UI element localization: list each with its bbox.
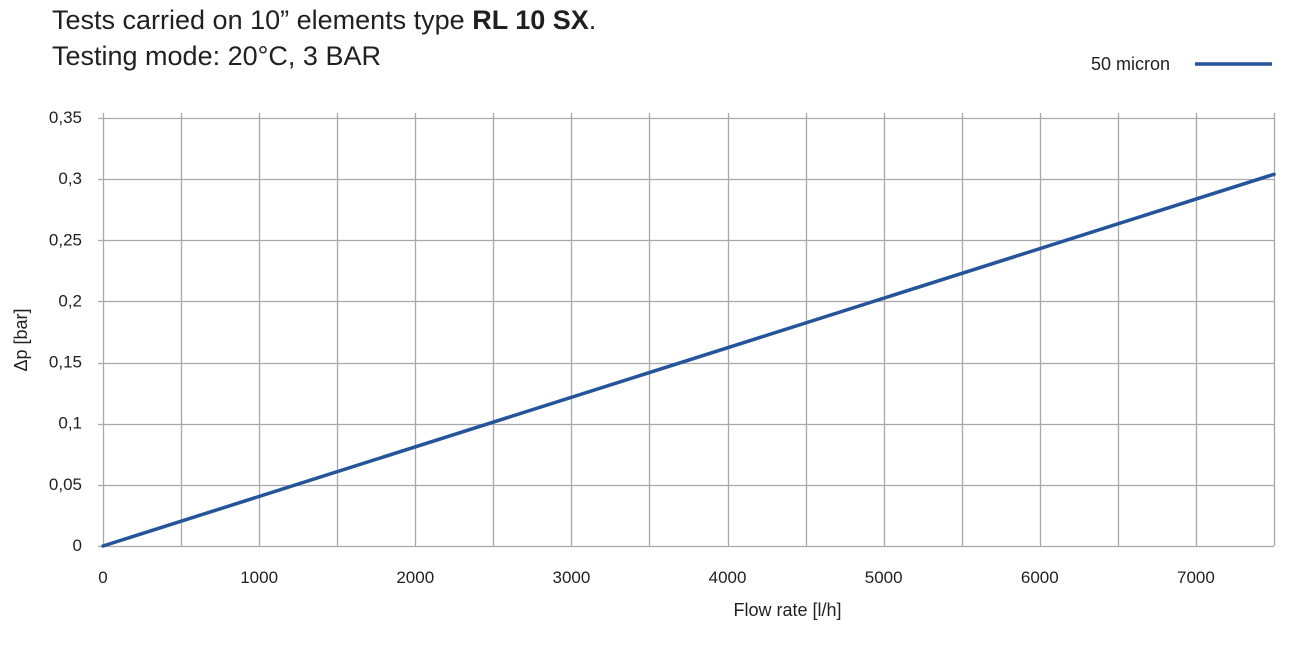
chart-title-model: RL 10 SX: [472, 5, 589, 35]
series-line: [101, 172, 1276, 548]
x-tick-label: 0: [98, 568, 107, 587]
legend-label: 50 micron: [1091, 54, 1170, 74]
x-tick-label: 3000: [552, 568, 590, 587]
y-tick-label: 0,05: [49, 475, 82, 494]
y-tick-label: 0,1: [58, 414, 82, 433]
chart-title-prefix: Tests carried on 10” elements type: [52, 5, 473, 35]
y-tick-label: 0,2: [58, 291, 82, 310]
x-axis-tick-labels: 0 1000 2000 3000 4000 5000 6000 7000: [98, 568, 1215, 587]
x-tick-label: 5000: [865, 568, 903, 587]
x-tick-label: 7000: [1177, 568, 1215, 587]
chart-title-block: Tests carried on 10” elements type RL 10…: [52, 2, 596, 74]
series-lines: [101, 172, 1276, 548]
x-tick-label: 6000: [1021, 568, 1059, 587]
y-tick-label: 0,15: [49, 353, 82, 372]
y-tick-label: 0: [73, 536, 82, 555]
legend: 50 micron: [1091, 54, 1272, 74]
y-tick-label: 0,35: [49, 108, 82, 127]
x-axis-label: Flow rate [l/h]: [733, 600, 841, 620]
y-tick-label: 0,3: [58, 169, 82, 188]
x-tick-label: 4000: [709, 568, 747, 587]
grid-lines: [98, 113, 1276, 548]
y-tick-label: 0,25: [49, 230, 82, 249]
x-tick-label: 1000: [240, 568, 278, 587]
y-axis-tick-labels: 0 0,05 0,1 0,15 0,2 0,25 0,3 0,35: [49, 108, 82, 555]
x-tick-label: 2000: [396, 568, 434, 587]
chart-title-suffix: .: [588, 5, 597, 35]
chart-title: Tests carried on 10” elements type RL 10…: [52, 2, 596, 38]
chart-subtitle: Testing mode: 20°C, 3 BAR: [52, 41, 381, 71]
y-axis-label: Δp [bar]: [11, 308, 31, 371]
